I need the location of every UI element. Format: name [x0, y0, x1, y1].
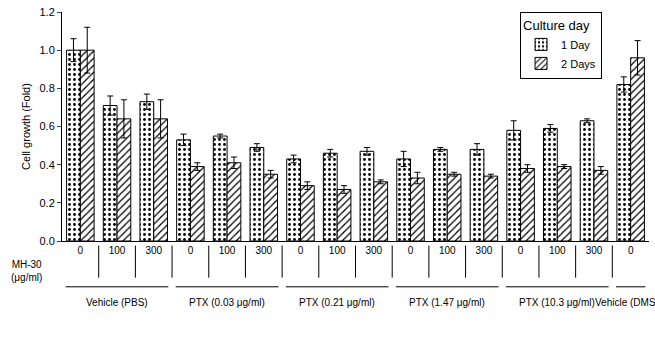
svg-text:1 Day: 1 Day	[561, 39, 590, 51]
svg-text:0: 0	[628, 245, 634, 256]
svg-text:1.2: 1.2	[40, 6, 55, 18]
svg-text:300: 300	[476, 245, 493, 256]
svg-text:0.2: 0.2	[40, 197, 55, 209]
svg-text:0: 0	[518, 245, 524, 256]
svg-text:0.0: 0.0	[40, 235, 55, 247]
svg-text:PTX (0.21 μg/ml): PTX (0.21 μg/ml)	[299, 297, 375, 308]
svg-text:0: 0	[188, 245, 194, 256]
svg-text:Cell growth (Fold): Cell growth (Fold)	[20, 83, 32, 170]
svg-text:0: 0	[408, 245, 414, 256]
svg-text:1.0: 1.0	[40, 44, 55, 56]
svg-text:100: 100	[109, 245, 126, 256]
svg-text:PTX (10.3 μg/ml): PTX (10.3 μg/ml)	[519, 297, 595, 308]
svg-text:100: 100	[329, 245, 346, 256]
svg-text:MH-30(μg/ml): MH-30(μg/ml)	[11, 259, 42, 283]
svg-text:0: 0	[78, 245, 84, 256]
svg-text:300: 300	[365, 245, 382, 256]
svg-text:100: 100	[219, 245, 236, 256]
svg-text:Culture day: Culture day	[523, 18, 590, 33]
svg-text:300: 300	[145, 245, 162, 256]
svg-text:300: 300	[255, 245, 272, 256]
svg-text:100: 100	[549, 245, 566, 256]
svg-text:0.6: 0.6	[40, 120, 55, 132]
svg-text:PTX (0.03 μg/ml): PTX (0.03 μg/ml)	[189, 297, 265, 308]
svg-text:2 Days: 2 Days	[561, 58, 596, 70]
svg-text:300: 300	[586, 245, 603, 256]
svg-text:100: 100	[439, 245, 456, 256]
svg-text:Vehicle (PBS): Vehicle (PBS)	[86, 297, 148, 308]
svg-text:0: 0	[298, 245, 304, 256]
svg-text:PTX (1.47 μg/ml): PTX (1.47 μg/ml)	[409, 297, 485, 308]
svg-text:0.8: 0.8	[40, 82, 55, 94]
svg-text:0.4: 0.4	[40, 159, 55, 171]
svg-text:Vehicle (DMSO): Vehicle (DMSO)	[595, 297, 655, 308]
